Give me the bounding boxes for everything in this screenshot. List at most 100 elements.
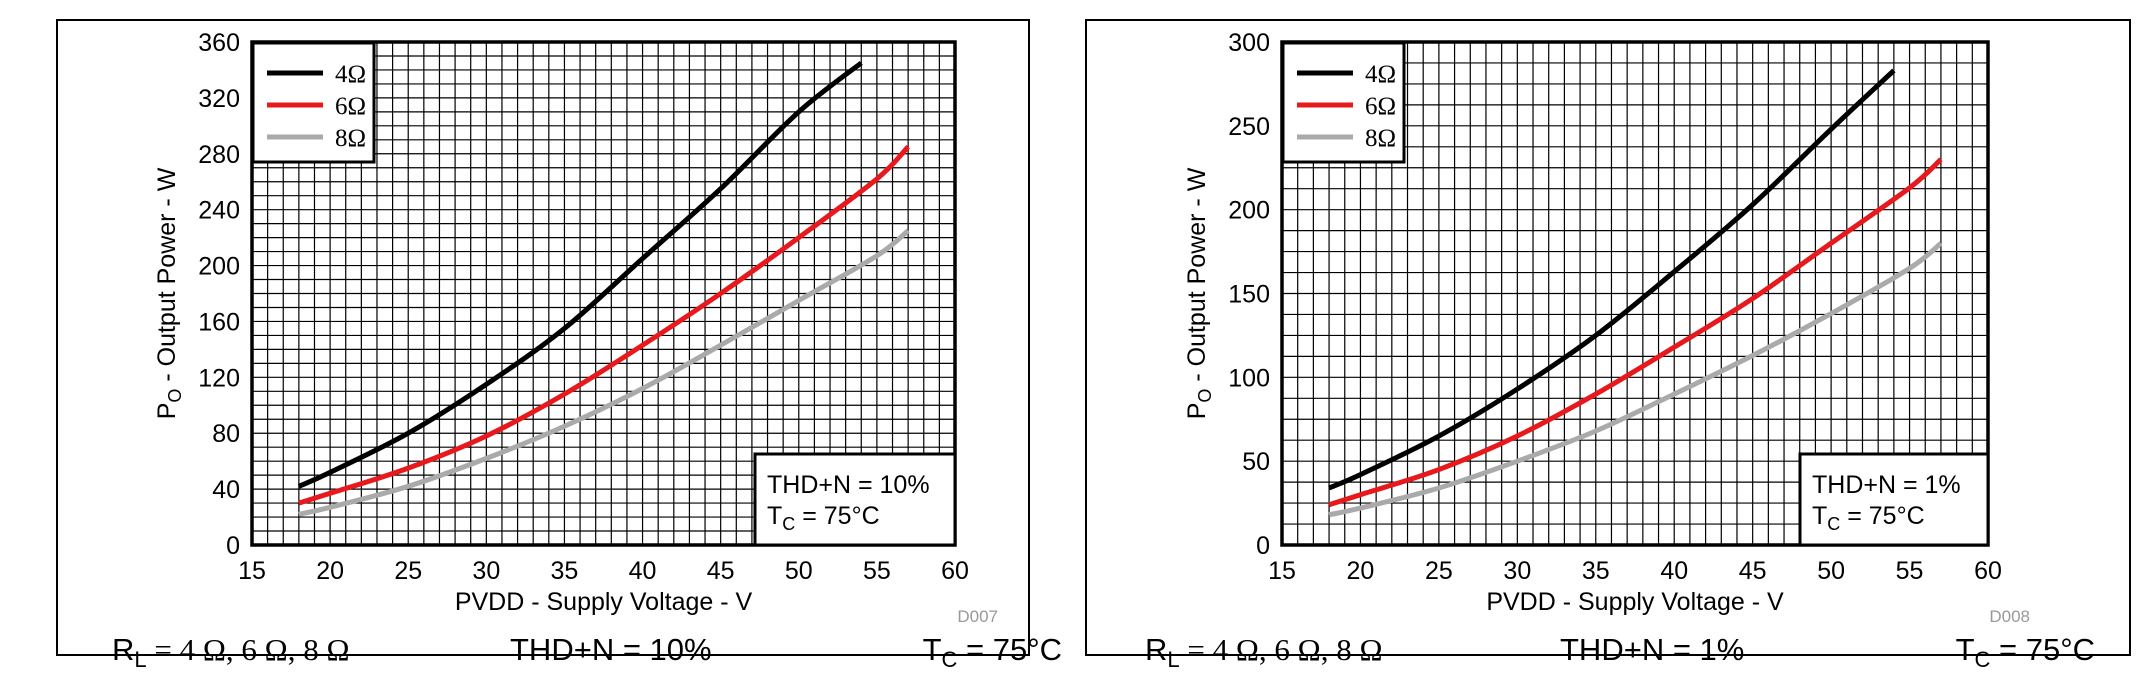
footer-temp-rest: = 75°C bbox=[957, 632, 1062, 667]
figure-code: D008 bbox=[1989, 607, 2030, 626]
annotation-box: THD+N = 1% TC = 75°C bbox=[1798, 452, 1990, 547]
footer-thd: THD+N = 1% bbox=[1560, 632, 1744, 667]
x-tick-label: 45 bbox=[707, 557, 735, 585]
y-tick-label: 250 bbox=[1228, 113, 1270, 141]
x-tick-label: 25 bbox=[1425, 557, 1453, 585]
chart-panel-d008: 15 20 25 30 35 40 45 50 55 60 0 50 100 150 200 250 300 PV… bbox=[1085, 19, 2131, 672]
y-tick-label: 300 bbox=[1228, 29, 1270, 57]
y-tick-label: 360 bbox=[198, 29, 240, 57]
figure-code: D007 bbox=[957, 607, 998, 626]
annotation-temp-rest: = 75°C bbox=[795, 502, 879, 530]
y-tick-label: 240 bbox=[198, 197, 240, 225]
legend-entry: 8Ω bbox=[335, 125, 366, 152]
y-tick-label: 200 bbox=[1228, 197, 1270, 225]
annotation-thd: THD+N = 10% bbox=[767, 471, 930, 499]
y-tick-label: 80 bbox=[212, 420, 240, 448]
y-axis-label-main: P bbox=[153, 403, 181, 420]
x-tick-label: 55 bbox=[863, 557, 891, 585]
y-tick-label: 120 bbox=[198, 364, 240, 392]
legend-entry: 6Ω bbox=[335, 93, 366, 120]
x-tick-label: 40 bbox=[629, 557, 657, 585]
footer-load-rest: = 4 Ω, 6 Ω, 8 Ω bbox=[147, 632, 350, 667]
y-axis-label-main: P bbox=[1183, 403, 1211, 420]
legend: 4Ω 6Ω 8Ω bbox=[251, 41, 376, 164]
series-line-4-ohm bbox=[1328, 68, 1896, 491]
y-tick-label: 160 bbox=[198, 308, 240, 336]
footer-temp: TC = 75°C bbox=[1956, 632, 2095, 672]
footer-temp-rest: = 75°C bbox=[1990, 632, 2095, 667]
footer-temp-main: T bbox=[923, 632, 942, 667]
legend: 4Ω 6Ω 8Ω bbox=[1281, 41, 1406, 164]
plot-border bbox=[250, 40, 957, 547]
x-tick-label: 25 bbox=[394, 557, 422, 585]
footer-load-rest: = 4 Ω, 6 Ω, 8 Ω bbox=[1180, 632, 1383, 667]
x-tick-label: 30 bbox=[1503, 557, 1531, 585]
annotation-temp-subscript: C bbox=[782, 514, 795, 534]
x-tick-label: 60 bbox=[1974, 557, 2002, 585]
series-line-4-ohm bbox=[297, 60, 863, 489]
footer-temp-subscript: C bbox=[1975, 647, 1991, 672]
x-tick-label: 45 bbox=[1739, 557, 1767, 585]
footer-thd: THD+N = 10% bbox=[510, 632, 712, 667]
y-axis-label-rest: - Output Power - W bbox=[153, 167, 181, 388]
annotation-temp: TC = 75°C bbox=[767, 502, 880, 534]
annotation-temp-main: T bbox=[767, 502, 782, 530]
footer-load: RL = 4 Ω, 6 Ω, 8 Ω bbox=[1145, 632, 1383, 672]
annotation-box: THD+N = 10% TC = 75°C bbox=[753, 452, 957, 547]
x-tick-label: 30 bbox=[472, 557, 500, 585]
y-tick-label: 150 bbox=[1228, 281, 1270, 309]
chart-panel-d007: 15 20 25 30 35 40 45 50 55 60 0 40 80 120 160 200 240 280… bbox=[56, 19, 1062, 672]
x-tick-label: 15 bbox=[238, 557, 266, 585]
series-line-6-ohm bbox=[298, 145, 910, 506]
annotation-temp-main: T bbox=[1812, 502, 1827, 530]
legend-entry: 6Ω bbox=[1365, 93, 1396, 120]
x-tick-label: 20 bbox=[1347, 557, 1375, 585]
y-tick-label: 0 bbox=[1256, 532, 1270, 560]
footer-load-main: R bbox=[1145, 632, 1167, 667]
annotation-thd: THD+N = 1% bbox=[1812, 471, 1961, 499]
y-axis-label: PO - Output Power - W bbox=[1183, 167, 1215, 419]
x-tick-label: 50 bbox=[785, 557, 813, 585]
series-line-6-ohm bbox=[1328, 157, 1943, 508]
legend-entry: 4Ω bbox=[335, 61, 366, 88]
x-axis-label: PVDD - Supply Voltage - V bbox=[1486, 588, 1784, 616]
series-line-8-ohm bbox=[1328, 241, 1943, 518]
x-tick-label: 50 bbox=[1817, 557, 1845, 585]
y-axis-label-rest: - Output Power - W bbox=[1183, 167, 1211, 388]
annotation-frame bbox=[753, 452, 957, 547]
annotation-temp: TC = 75°C bbox=[1812, 502, 1925, 534]
legend-entry: 8Ω bbox=[1365, 125, 1396, 152]
y-tick-label: 50 bbox=[1242, 448, 1270, 476]
x-tick-label: 40 bbox=[1660, 557, 1688, 585]
y-tick-label: 200 bbox=[198, 253, 240, 281]
footer-load-subscript: L bbox=[1167, 647, 1179, 672]
y-tick-label: 0 bbox=[226, 532, 240, 560]
annotation-frame bbox=[1798, 452, 1990, 547]
footer-load-subscript: L bbox=[134, 647, 146, 672]
y-tick-label: 280 bbox=[198, 141, 240, 169]
plot-border bbox=[1280, 40, 1990, 547]
panel-frame bbox=[56, 19, 1030, 656]
x-tick-label: 20 bbox=[316, 557, 344, 585]
y-axis-label-subscript: O bbox=[165, 389, 185, 403]
footer-temp-main: T bbox=[1956, 632, 1975, 667]
footer-load-main: R bbox=[112, 632, 134, 667]
x-tick-label: 15 bbox=[1268, 557, 1296, 585]
y-axis-label: PO - Output Power - W bbox=[153, 167, 185, 419]
panel-frame bbox=[1085, 19, 2131, 656]
y-tick-label: 320 bbox=[198, 85, 240, 113]
footer-load: RL = 4 Ω, 6 Ω, 8 Ω bbox=[112, 632, 350, 672]
legend-entry: 4Ω bbox=[1365, 61, 1396, 88]
y-tick-label: 100 bbox=[1228, 364, 1270, 392]
x-tick-label: 60 bbox=[941, 557, 969, 585]
footer-temp-subscript: C bbox=[942, 647, 958, 672]
y-tick-label: 40 bbox=[212, 476, 240, 504]
x-tick-label: 35 bbox=[551, 557, 579, 585]
annotation-temp-rest: = 75°C bbox=[1840, 502, 1924, 530]
series-line-8-ohm bbox=[298, 228, 910, 517]
x-tick-label: 55 bbox=[1896, 557, 1924, 585]
x-tick-label: 35 bbox=[1582, 557, 1610, 585]
x-axis-label: PVDD - Supply Voltage - V bbox=[455, 588, 753, 616]
footer-temp: TC = 75°C bbox=[923, 632, 1062, 672]
